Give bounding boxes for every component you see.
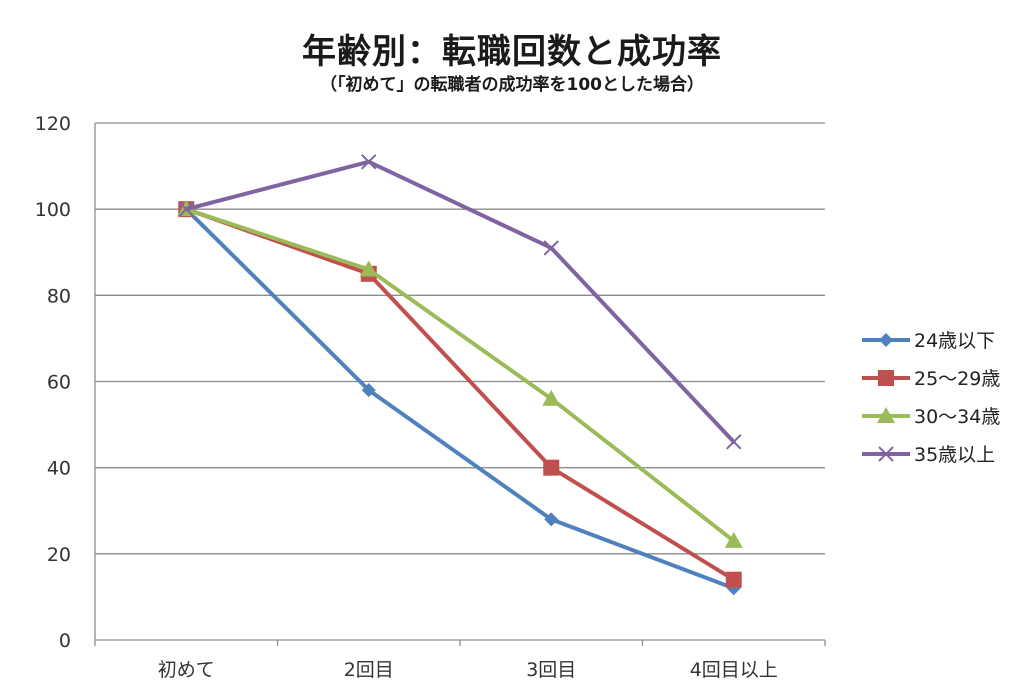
series-line <box>184 207 736 582</box>
legend-item: 24歳以下 <box>862 330 995 352</box>
legend-label: 30～34歳 <box>914 406 1000 428</box>
series-3 <box>177 200 743 548</box>
legend-label: 25～29歳 <box>914 368 1000 390</box>
chart-title: 年齢別：転職回数と成功率 <box>302 32 722 72</box>
legend-label: 24歳以下 <box>914 330 995 352</box>
x-tick-label: 初めて <box>158 659 215 681</box>
data-point <box>359 260 378 277</box>
data-point <box>542 389 561 406</box>
data-point <box>178 201 194 217</box>
data-point <box>724 531 743 548</box>
series-line <box>184 207 736 543</box>
legend-marker <box>877 407 895 423</box>
y-tick-label: 40 <box>47 458 71 480</box>
x-tick-label: 2回目 <box>344 659 394 681</box>
y-tick-label: 20 <box>47 544 71 566</box>
data-point <box>544 512 559 527</box>
axes <box>94 123 826 646</box>
y-tick-labels: 0 20 40 60 80 100 120 <box>35 113 71 652</box>
legend-marker <box>878 370 894 386</box>
data-point <box>543 240 559 256</box>
legend-item: 25～29歳 <box>862 368 1000 390</box>
legend: 24歳以下 25～29歳 30～34歳 35歳以上 <box>862 330 1000 466</box>
data-point <box>726 434 742 450</box>
series-lines <box>177 154 743 596</box>
y-tick-label: 120 <box>35 113 71 135</box>
y-tick-label: 0 <box>59 630 71 652</box>
x-tick-label: 4回目以上 <box>690 659 778 681</box>
data-point <box>543 459 560 476</box>
series-line <box>184 159 736 444</box>
series-line <box>184 207 736 591</box>
legend-marker <box>878 446 894 462</box>
data-point <box>361 383 376 398</box>
chart-subtitle: （「初めて」の転職者の成功率を100とした場合） <box>320 75 704 95</box>
series-4 <box>178 154 742 450</box>
data-point <box>725 571 742 588</box>
legend-marker <box>879 333 893 347</box>
legend-label: 35歳以上 <box>914 444 995 466</box>
data-point <box>361 154 377 170</box>
legend-item: 30～34歳 <box>862 406 1000 428</box>
x-tick-label: 3回目 <box>526 659 576 681</box>
y-tick-label: 60 <box>47 372 71 394</box>
series-1 <box>179 202 741 596</box>
legend-item: 35歳以上 <box>862 444 995 466</box>
x-tick-labels: 初めて 2回目 3回目 4回目以上 <box>158 659 778 681</box>
series-2 <box>178 201 742 588</box>
y-tick-label: 80 <box>47 285 71 307</box>
y-tick-label: 100 <box>35 199 71 221</box>
gridlines <box>95 122 825 555</box>
